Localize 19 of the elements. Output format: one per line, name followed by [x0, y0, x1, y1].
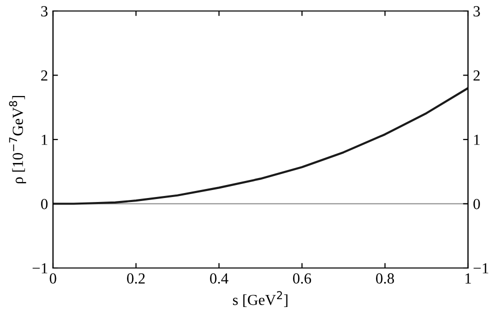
x-tick-label: 0 — [50, 273, 56, 284]
y2-tick-label: 0 — [473, 198, 480, 210]
x-tick-label: 0.6 — [293, 273, 312, 284]
line-series — [53, 87, 468, 205]
x-axis-title: s [GeV$^{2}$] — [233, 291, 288, 307]
y2-tick-label: 3 — [474, 6, 480, 16]
x-tick-label: 1 — [466, 273, 471, 284]
x-tick-label: 0.4 — [210, 273, 228, 284]
x-tick-label: 0.2 — [127, 273, 145, 284]
y2-tick-label: −1 — [474, 263, 488, 274]
y2-tick-label: 1 — [474, 134, 480, 145]
x-tick-label: 0.8 — [376, 273, 394, 284]
y-tick-label: 1 — [42, 134, 48, 145]
y2-tick-label: 2 — [474, 70, 480, 81]
y-axis-title: ρ [10$^{−7}$GeV$^{8}$] — [9, 96, 26, 184]
y-tick-label: 0 — [41, 198, 48, 210]
y-tick-label: 3 — [41, 6, 48, 16]
y-tick-label: −1 — [32, 263, 48, 274]
y-tick-label: 2 — [41, 70, 48, 81]
